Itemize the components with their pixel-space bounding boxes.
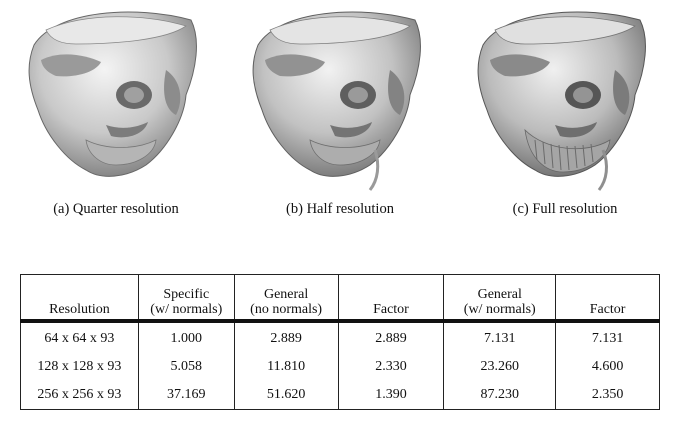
panel-full-resolution: (c) Full resolution [465, 0, 665, 225]
header-specific-normals: Specific (w/ normals) [137, 274, 235, 321]
table-cell: 37.169 [137, 380, 235, 409]
table-cell: 2.889 [337, 320, 445, 353]
header-general-no-normals: General (no normals) [233, 274, 339, 321]
panel-quarter-resolution: (a) Quarter resolution [16, 0, 216, 225]
skull-render-image [252, 11, 421, 191]
table-cell: 23.260 [443, 352, 557, 381]
table-row: 256 x 256 x 93 37.169 51.620 1.390 87.23… [20, 380, 660, 409]
table-cell: 64 x 64 x 93 [20, 320, 139, 353]
table-cell: 256 x 256 x 93 [20, 380, 139, 409]
table-cell: 2.330 [337, 352, 445, 381]
table-cell: 1.390 [337, 380, 445, 409]
caption-full-resolution: (c) Full resolution [512, 201, 618, 217]
caption-half-resolution: (b) Half resolution [286, 201, 394, 217]
skull-render-image [28, 11, 197, 177]
table-cell: 1.000 [137, 320, 235, 353]
table-cell: 51.620 [233, 380, 339, 409]
table-cell: 87.230 [443, 380, 557, 409]
table-cell: 7.131 [443, 320, 557, 353]
results-table: Resolution Specific (w/ normals) General(… [20, 274, 660, 410]
header-general-normals: General (w/ normals) [443, 274, 557, 321]
table-cell: 128 x 128 x 93 [20, 352, 139, 381]
table-body: 64 x 64 x 93 1.000 2.889 2.889 7.131 7.1… [20, 320, 660, 409]
figure-row: (a) Quarter resolution (b) Half resoluti… [16, 0, 665, 225]
table-cell: 2.889 [233, 320, 339, 353]
table-cell: 7.131 [555, 320, 660, 353]
table-cell: 11.810 [233, 352, 339, 381]
table-cell: 2.350 [555, 380, 660, 409]
table-row: 64 x 64 x 93 1.000 2.889 2.889 7.131 7.1… [20, 320, 660, 353]
skull-render-image [477, 11, 646, 191]
table-cell: 5.058 [137, 352, 235, 381]
table-cell: 4.600 [555, 352, 660, 381]
header-resolution: Resolution [20, 274, 139, 321]
panel-half-resolution: (b) Half resolution [240, 0, 440, 225]
header-factor-2: Factor [555, 274, 660, 321]
header-factor-1: Factor [337, 274, 445, 321]
table-header: Resolution Specific (w/ normals) General(… [20, 274, 660, 321]
caption-quarter-resolution: (a) Quarter resolution [53, 201, 179, 217]
table-row: 128 x 128 x 93 5.058 11.810 2.330 23.260… [20, 352, 660, 381]
